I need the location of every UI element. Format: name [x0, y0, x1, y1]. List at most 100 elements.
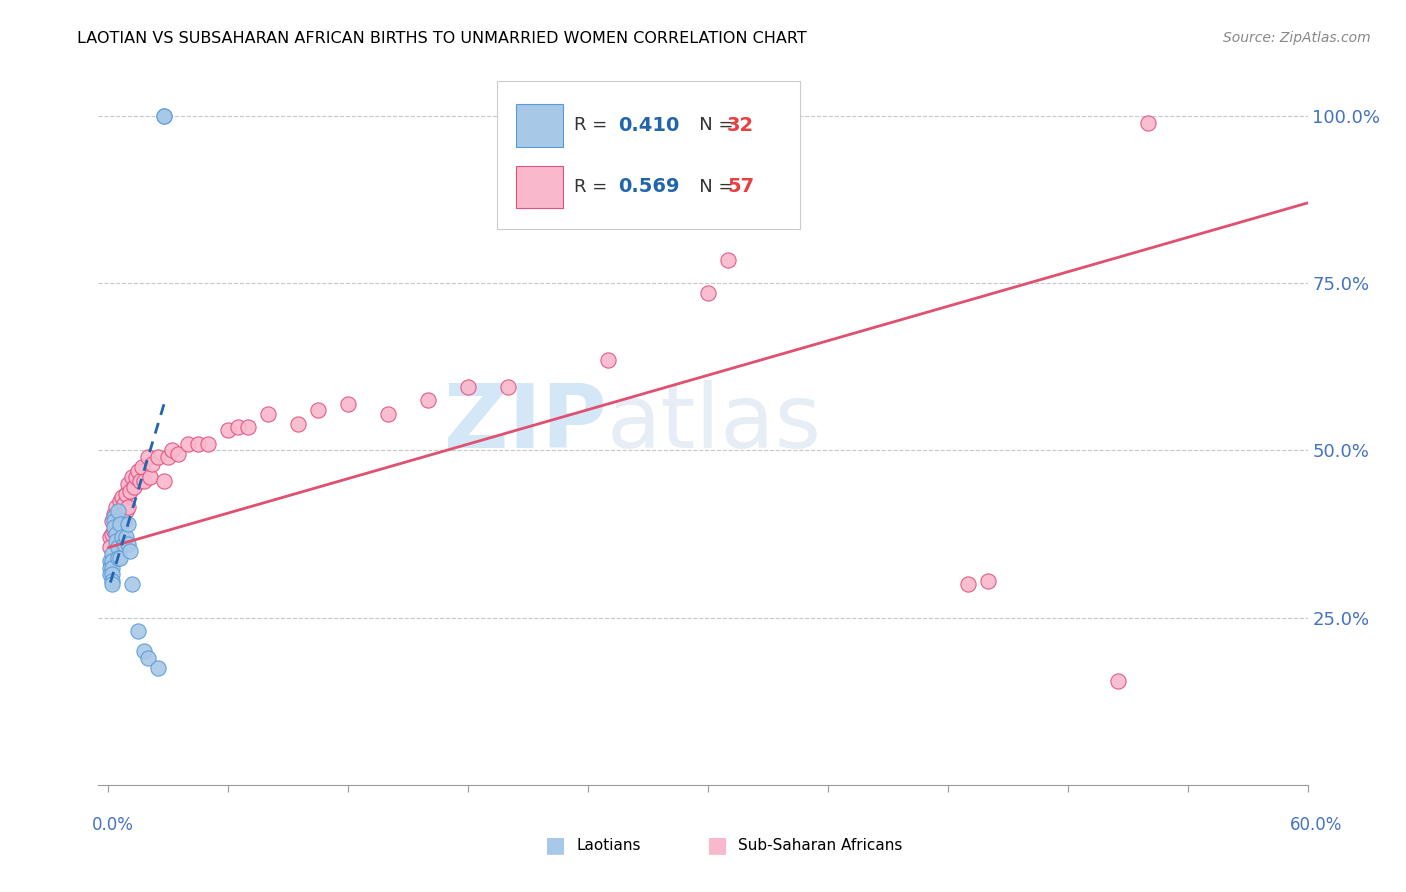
Text: R =: R =: [574, 116, 613, 135]
Point: [100, 560, 122, 574]
Point: [121, 470, 143, 484]
Point: [127, 624, 149, 639]
Point: [107, 541, 129, 555]
Point: [131, 460, 153, 475]
Point: [111, 507, 134, 521]
Point: [101, 567, 124, 582]
Point: [377, 407, 399, 421]
Point: [153, 474, 176, 488]
Point: [101, 554, 124, 568]
Point: [197, 436, 219, 450]
Point: [157, 450, 180, 464]
Point: [117, 537, 139, 551]
Point: [112, 497, 135, 511]
Point: [111, 530, 134, 544]
Point: [115, 503, 138, 517]
Text: ■: ■: [707, 836, 727, 855]
Point: [101, 560, 124, 574]
Point: [153, 109, 176, 123]
Point: [257, 407, 280, 421]
Point: [148, 450, 170, 464]
Point: [105, 500, 128, 515]
Point: [110, 550, 132, 565]
Point: [110, 510, 132, 524]
Point: [103, 524, 125, 538]
Point: [105, 527, 128, 541]
Point: [977, 574, 1000, 588]
Point: [110, 516, 132, 531]
Point: [457, 380, 479, 394]
Point: [103, 507, 125, 521]
Point: [124, 480, 146, 494]
Text: N =: N =: [682, 178, 740, 195]
Point: [717, 252, 740, 267]
FancyBboxPatch shape: [516, 104, 562, 147]
Point: [125, 470, 148, 484]
Point: [101, 514, 124, 528]
Point: [101, 574, 124, 588]
Point: [107, 510, 129, 524]
Point: [115, 530, 138, 544]
Text: atlas: atlas: [606, 380, 821, 467]
Point: [148, 661, 170, 675]
Point: [697, 286, 720, 301]
Point: [107, 530, 129, 544]
Text: 0.0%: 0.0%: [91, 816, 134, 834]
Text: N =: N =: [682, 116, 740, 135]
Point: [100, 554, 122, 568]
Point: [418, 393, 440, 408]
Point: [134, 644, 156, 658]
Point: [117, 500, 139, 515]
Point: [139, 470, 162, 484]
Text: Sub-Saharan Africans: Sub-Saharan Africans: [738, 838, 903, 853]
Point: [307, 403, 329, 417]
Point: [496, 380, 519, 394]
Point: [120, 544, 142, 558]
Text: ■: ■: [546, 836, 565, 855]
FancyBboxPatch shape: [498, 80, 800, 228]
Text: LAOTIAN VS SUBSAHARAN AFRICAN BIRTHS TO UNMARRIED WOMEN CORRELATION CHART: LAOTIAN VS SUBSAHARAN AFRICAN BIRTHS TO …: [77, 31, 807, 46]
Text: 0.569: 0.569: [619, 178, 681, 196]
Text: 32: 32: [727, 116, 754, 135]
Point: [103, 514, 125, 528]
Text: Laotians: Laotians: [576, 838, 641, 853]
Point: [101, 527, 124, 541]
Point: [141, 457, 163, 471]
Point: [134, 474, 156, 488]
Text: 60.0%: 60.0%: [1291, 816, 1343, 834]
Point: [228, 420, 250, 434]
Point: [105, 533, 128, 548]
Point: [121, 577, 143, 591]
Point: [115, 487, 138, 501]
Text: 0.410: 0.410: [619, 116, 679, 135]
Point: [100, 530, 122, 544]
Point: [217, 424, 239, 438]
Point: [103, 510, 125, 524]
Point: [187, 436, 209, 450]
Text: ZIP: ZIP: [443, 380, 606, 467]
Point: [100, 541, 122, 555]
Point: [167, 447, 190, 461]
Point: [110, 493, 132, 508]
Point: [101, 547, 124, 561]
Point: [101, 577, 124, 591]
Point: [120, 483, 142, 498]
Y-axis label: Births to Unmarried Women: Births to Unmarried Women: [0, 308, 8, 540]
Point: [153, 109, 176, 123]
Point: [107, 550, 129, 565]
Point: [337, 396, 360, 410]
Point: [138, 651, 160, 665]
Point: [117, 516, 139, 531]
Point: [956, 577, 979, 591]
Point: [112, 537, 135, 551]
Text: Source: ZipAtlas.com: Source: ZipAtlas.com: [1223, 31, 1371, 45]
Point: [107, 503, 129, 517]
Text: R =: R =: [574, 178, 613, 195]
Point: [111, 490, 134, 504]
Point: [112, 514, 135, 528]
Point: [177, 436, 200, 450]
Point: [127, 464, 149, 478]
Point: [117, 476, 139, 491]
FancyBboxPatch shape: [516, 166, 562, 209]
Point: [100, 567, 122, 582]
